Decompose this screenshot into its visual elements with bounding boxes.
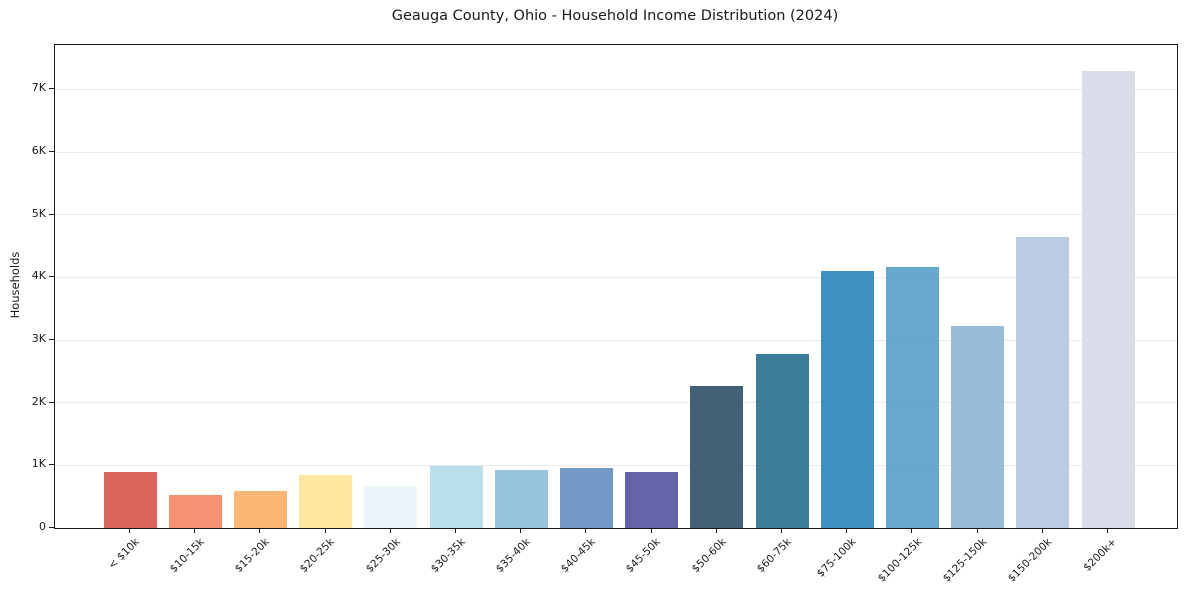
x-tick-label: $50-60k — [689, 536, 729, 576]
bar — [168, 495, 222, 528]
x-tick-mark — [585, 529, 587, 533]
x-tick-mark — [520, 529, 522, 533]
x-tick-label: $100-125k — [875, 536, 924, 585]
x-tick-label: $40-45k — [558, 536, 598, 576]
bar — [429, 465, 483, 528]
y-tick-label: 3K — [31, 332, 46, 346]
x-tick-mark — [324, 529, 326, 533]
x-tick-label: $45-50k — [624, 536, 664, 576]
y-tick-label: 6K — [31, 144, 46, 158]
bar — [820, 271, 874, 528]
gridline — [55, 214, 1177, 216]
y-tick-label: 5K — [31, 206, 46, 220]
y-tick-mark — [49, 276, 54, 278]
bar — [103, 472, 157, 528]
y-tick-mark — [49, 151, 54, 153]
bar — [559, 468, 613, 528]
x-tick-label: $30-35k — [428, 536, 468, 576]
bar — [494, 469, 548, 528]
y-tick-label: 4K — [31, 269, 46, 283]
x-tick-mark — [1107, 529, 1108, 533]
bar — [625, 472, 679, 528]
gridline — [55, 276, 1177, 278]
x-tick-mark — [715, 529, 717, 533]
y-axis-label: Households — [8, 251, 22, 319]
y-tick-mark — [49, 401, 54, 403]
bar — [299, 475, 353, 528]
x-tick-mark — [846, 529, 848, 533]
y-tick-mark — [49, 88, 54, 90]
y-tick-label: 0 — [39, 520, 46, 533]
x-tick-label: < $10k — [105, 536, 142, 572]
gridline — [55, 151, 1177, 153]
x-tick-mark — [650, 529, 652, 533]
gridline — [55, 402, 1177, 404]
gridline — [55, 88, 1177, 90]
gridline — [55, 464, 1177, 466]
x-tick-label: $15-20k — [232, 536, 272, 576]
bar — [755, 353, 809, 528]
bar — [233, 490, 287, 528]
x-tick-label: $25-30k — [363, 536, 403, 576]
gridline — [55, 339, 1177, 341]
x-tick-label: $125-150k — [940, 536, 990, 585]
bar — [364, 486, 418, 528]
chart-title: Geauga County, Ohio - Household Income D… — [391, 8, 839, 24]
x-tick-label: $10-15k — [167, 536, 207, 576]
x-tick-label: $60-75k — [754, 536, 794, 576]
bar — [1016, 236, 1070, 528]
y-tick-label: 1K — [31, 457, 46, 471]
y-tick-mark — [49, 527, 54, 528]
x-tick-mark — [781, 529, 782, 533]
bar — [690, 385, 744, 528]
x-tick-label: $35-40k — [493, 536, 533, 576]
x-tick-mark — [389, 529, 391, 533]
x-tick-mark — [455, 529, 456, 533]
y-tick-mark — [49, 339, 54, 341]
x-tick-label: $150-200k — [1005, 536, 1055, 585]
x-tick-mark — [911, 529, 913, 533]
x-tick-mark — [259, 529, 261, 533]
x-tick-mark — [194, 529, 196, 533]
y-tick-label: 7K — [31, 81, 46, 95]
x-tick-label: $75-100k — [814, 536, 859, 580]
x-tick-label: $20-25k — [298, 536, 338, 576]
x-tick-mark — [1041, 529, 1043, 533]
bar — [1081, 70, 1135, 528]
y-tick-mark — [49, 213, 54, 215]
plot-area — [54, 44, 1178, 529]
bar — [951, 325, 1005, 528]
y-tick-mark — [49, 464, 54, 466]
bar — [885, 266, 939, 528]
y-tick-label: 2K — [31, 394, 46, 408]
x-tick-mark — [129, 529, 130, 533]
x-tick-label: $200k+ — [1081, 536, 1120, 574]
x-tick-mark — [976, 529, 978, 533]
